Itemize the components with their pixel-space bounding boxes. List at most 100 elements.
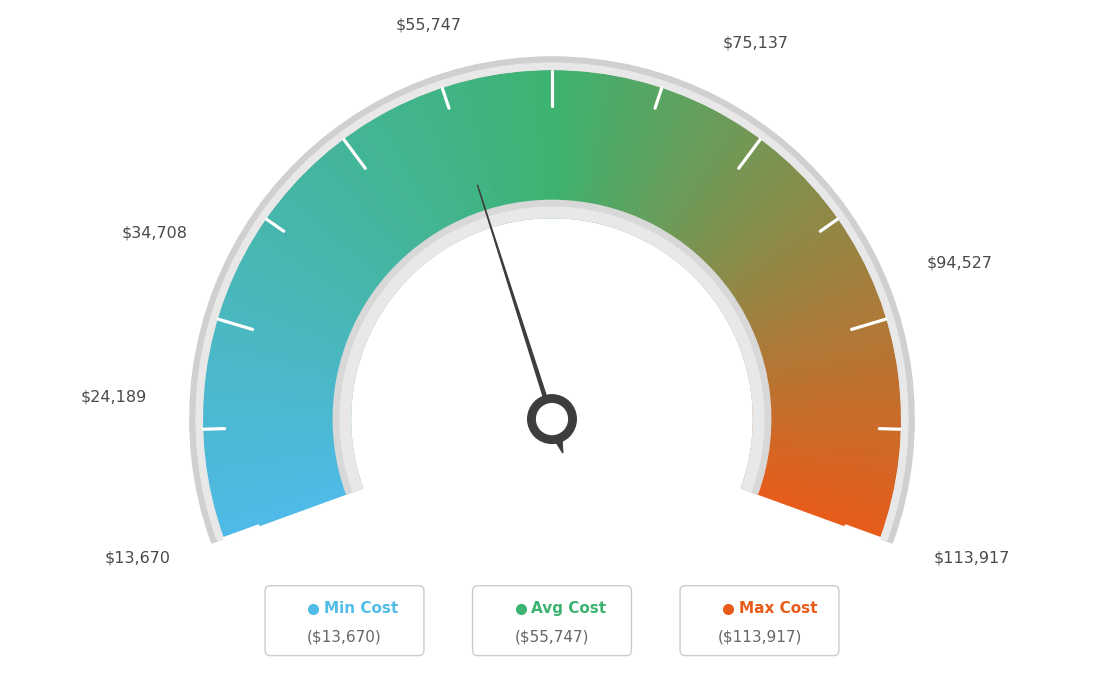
Text: ($113,917): ($113,917) [718, 629, 802, 644]
Wedge shape [219, 310, 361, 359]
Wedge shape [737, 281, 875, 342]
Wedge shape [749, 345, 894, 379]
Wedge shape [630, 97, 691, 234]
Wedge shape [655, 119, 735, 247]
Wedge shape [736, 277, 873, 339]
Wedge shape [693, 170, 802, 278]
Wedge shape [752, 375, 900, 397]
Wedge shape [747, 336, 893, 374]
Wedge shape [217, 478, 360, 526]
Wedge shape [558, 70, 565, 218]
Wedge shape [746, 323, 890, 366]
Wedge shape [220, 306, 361, 356]
Wedge shape [752, 443, 900, 465]
Wedge shape [205, 446, 352, 469]
Wedge shape [213, 469, 358, 509]
Wedge shape [203, 384, 351, 402]
Wedge shape [744, 478, 887, 526]
Text: $24,189: $24,189 [81, 390, 147, 405]
Wedge shape [744, 315, 887, 362]
Wedge shape [751, 358, 898, 386]
Wedge shape [715, 215, 838, 304]
Text: $34,708: $34,708 [121, 225, 188, 240]
Wedge shape [739, 289, 879, 346]
Wedge shape [615, 87, 666, 228]
Wedge shape [442, 86, 491, 228]
Wedge shape [206, 358, 353, 386]
Wedge shape [204, 440, 352, 460]
Wedge shape [208, 455, 354, 487]
Wedge shape [735, 273, 871, 337]
Wedge shape [605, 82, 649, 226]
Text: $113,917: $113,917 [934, 551, 1010, 566]
Wedge shape [753, 430, 901, 443]
Wedge shape [530, 70, 542, 218]
Wedge shape [229, 281, 367, 342]
Wedge shape [565, 70, 578, 218]
Wedge shape [595, 77, 631, 223]
Wedge shape [719, 222, 843, 308]
Wedge shape [464, 79, 503, 224]
Wedge shape [742, 302, 883, 354]
Wedge shape [554, 70, 561, 217]
Wedge shape [699, 180, 810, 284]
Wedge shape [381, 112, 456, 244]
Wedge shape [552, 70, 556, 217]
Wedge shape [294, 180, 405, 284]
Wedge shape [601, 79, 640, 224]
Wedge shape [712, 208, 834, 299]
Wedge shape [503, 72, 527, 219]
Wedge shape [670, 136, 761, 257]
Wedge shape [274, 204, 393, 297]
Wedge shape [210, 461, 355, 496]
Wedge shape [745, 476, 888, 522]
Wedge shape [287, 187, 401, 287]
Wedge shape [684, 155, 785, 269]
Wedge shape [543, 70, 550, 217]
Wedge shape [751, 453, 896, 482]
Wedge shape [202, 420, 350, 425]
Wedge shape [639, 104, 708, 239]
Wedge shape [222, 486, 362, 539]
Wedge shape [581, 73, 605, 220]
Wedge shape [396, 104, 465, 239]
Wedge shape [672, 139, 764, 259]
Wedge shape [679, 147, 775, 264]
Wedge shape [688, 161, 792, 273]
Wedge shape [659, 124, 743, 250]
Wedge shape [203, 398, 351, 409]
Wedge shape [203, 435, 351, 451]
Wedge shape [340, 207, 764, 491]
Wedge shape [641, 106, 711, 239]
Wedge shape [246, 245, 378, 321]
Wedge shape [495, 74, 521, 220]
Wedge shape [209, 349, 354, 382]
Wedge shape [217, 315, 360, 362]
Wedge shape [350, 131, 438, 255]
Wedge shape [521, 70, 537, 218]
Wedge shape [613, 86, 662, 228]
FancyBboxPatch shape [473, 586, 631, 655]
Wedge shape [743, 310, 885, 359]
Circle shape [537, 404, 567, 435]
Wedge shape [425, 92, 481, 231]
Wedge shape [256, 230, 383, 312]
Wedge shape [724, 237, 853, 317]
Wedge shape [401, 102, 467, 237]
Wedge shape [728, 249, 860, 323]
Wedge shape [747, 466, 892, 504]
Wedge shape [751, 362, 898, 389]
Wedge shape [608, 83, 654, 226]
Wedge shape [343, 136, 434, 257]
Wedge shape [743, 306, 884, 356]
Wedge shape [202, 422, 351, 429]
Wedge shape [215, 473, 359, 518]
Wedge shape [753, 438, 900, 456]
Wedge shape [312, 161, 416, 273]
Wedge shape [421, 93, 479, 233]
Polygon shape [477, 185, 563, 453]
Wedge shape [413, 97, 474, 234]
Wedge shape [197, 63, 907, 541]
Wedge shape [512, 71, 531, 219]
Wedge shape [204, 443, 352, 465]
